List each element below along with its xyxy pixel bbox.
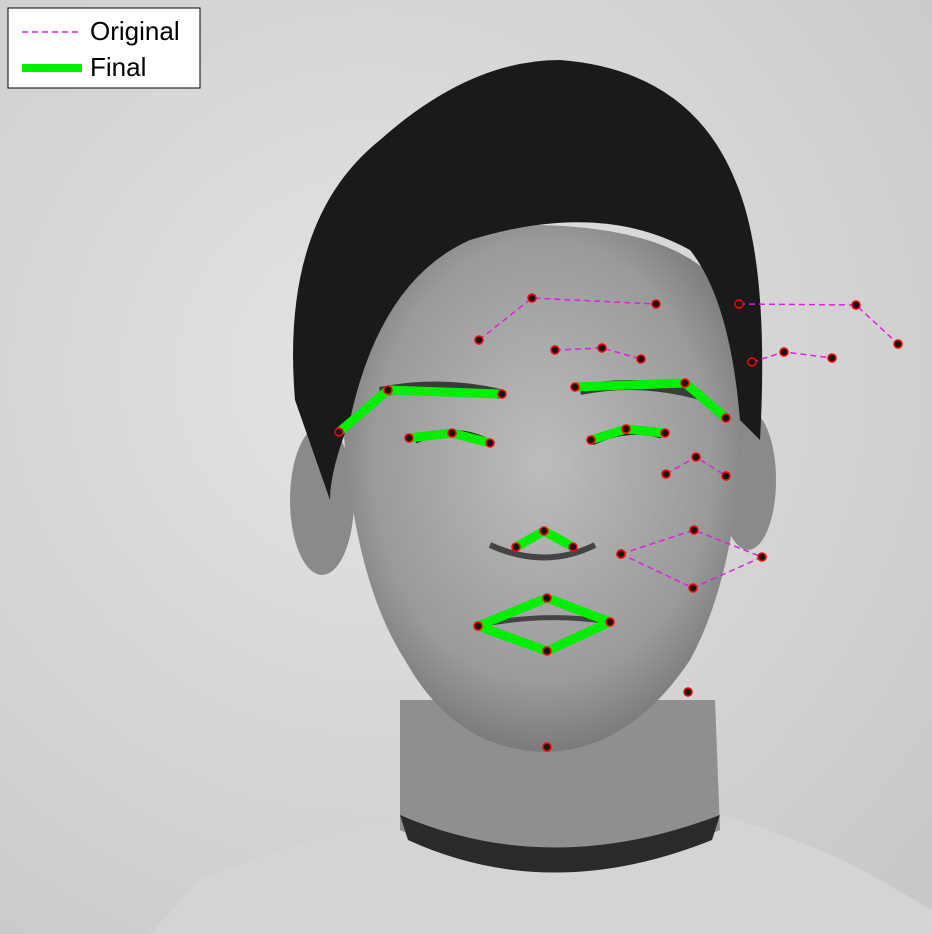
landmark-point [383, 385, 393, 395]
landmark-point [660, 428, 670, 438]
landmark-point [511, 542, 521, 552]
landmark-point [683, 687, 693, 697]
landmark-point [485, 438, 495, 448]
nose [488, 542, 597, 561]
landmark-point [570, 382, 580, 392]
landmark-point [447, 428, 457, 438]
landmark-point [893, 339, 903, 349]
landmark-point [542, 593, 552, 603]
landmark-point [680, 378, 690, 388]
legend-box [7, 7, 201, 89]
landmark-point [827, 353, 837, 363]
left-ear [290, 425, 354, 575]
landmark-point [636, 354, 646, 364]
landmark-point [542, 742, 552, 752]
landmark-point [527, 293, 537, 303]
original-brow [738, 303, 899, 345]
legend-label: Final [90, 52, 146, 82]
landmark-point [851, 300, 861, 310]
landmark-point [568, 542, 578, 552]
landmark-point [621, 424, 631, 434]
landmark-point [721, 471, 731, 481]
landmark-point [539, 526, 549, 536]
landmark-point [605, 617, 615, 627]
landmark-point [473, 621, 483, 631]
landmark-point [661, 469, 671, 479]
legend-label: Original [90, 16, 180, 46]
landmark-point [334, 427, 344, 437]
landmark-point [586, 435, 596, 445]
collar [400, 815, 720, 873]
landmark-point [550, 345, 560, 355]
neck [400, 700, 720, 865]
landmark-point [497, 389, 507, 399]
landmark-point [616, 549, 626, 559]
landmark-point [747, 357, 757, 367]
landmark-point [721, 413, 731, 423]
landmark-point [404, 433, 414, 443]
landmark-point [734, 299, 744, 309]
landmark-point [688, 583, 698, 593]
landmark-point [651, 299, 661, 309]
landmark-point [757, 552, 767, 562]
legend: Original Final [7, 7, 201, 89]
landmark-point [689, 525, 699, 535]
landmark-points [334, 293, 903, 752]
landmark-point [691, 452, 701, 462]
landmark-point [597, 343, 607, 353]
landmark-point [779, 347, 789, 357]
shirt [150, 815, 932, 934]
original-eye [554, 347, 642, 360]
landmark-point [474, 335, 484, 345]
hair [293, 60, 763, 500]
original-brow [478, 297, 657, 341]
landmark-point [542, 646, 552, 656]
